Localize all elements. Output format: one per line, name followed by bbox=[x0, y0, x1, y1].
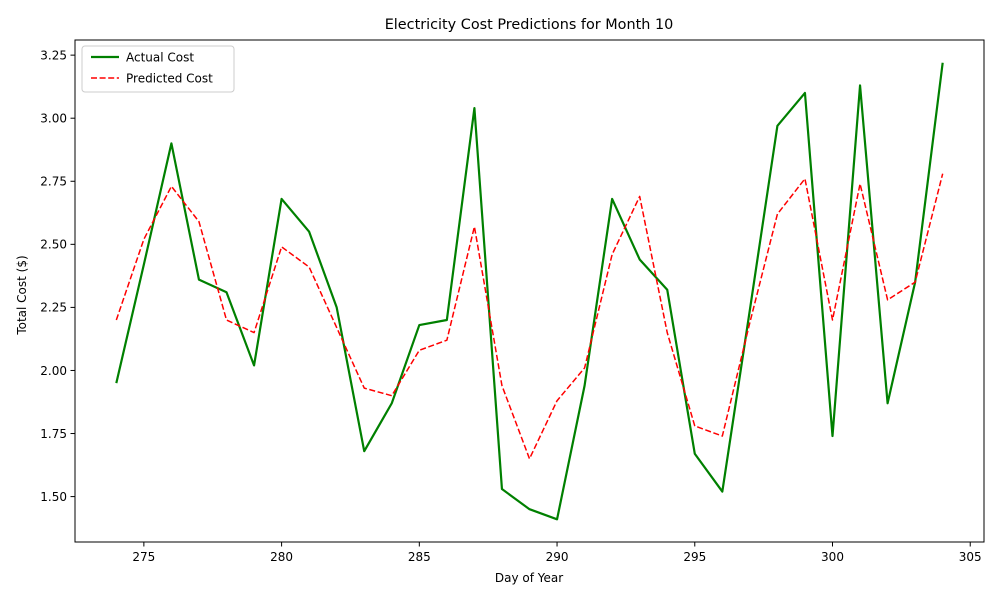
x-tick-label: 295 bbox=[683, 550, 706, 564]
y-tick-label: 3.25 bbox=[40, 48, 67, 62]
y-tick-label: 2.25 bbox=[40, 301, 67, 315]
legend-label: Actual Cost bbox=[126, 50, 194, 64]
x-axis-title: Day of Year bbox=[495, 571, 563, 585]
y-tick-label: 2.00 bbox=[40, 364, 67, 378]
series-line-actual-cost bbox=[115, 62, 944, 521]
legend-box bbox=[81, 45, 235, 93]
y-tick-label: 2.50 bbox=[40, 238, 67, 252]
y-tick-label: 3.00 bbox=[40, 112, 67, 126]
y-tick-label: 1.50 bbox=[40, 490, 67, 504]
x-tick-label: 300 bbox=[821, 550, 844, 564]
x-tick-label: 290 bbox=[546, 550, 569, 564]
chart-title: Electricity Cost Predictions for Month 1… bbox=[385, 17, 674, 33]
x-tick-label: 280 bbox=[270, 550, 293, 564]
legend: Actual Cost Predicted Cost bbox=[81, 45, 235, 93]
plot-area: 275 280 285 290 295 300 305 1.50 1.75 2.00 2.25 2.5… bbox=[40, 39, 985, 564]
y-tick-label: 1.75 bbox=[40, 427, 67, 441]
x-tick-label: 305 bbox=[959, 550, 982, 564]
x-tick-label: 285 bbox=[408, 550, 431, 564]
y-axis-title: Total Cost ($) bbox=[15, 255, 29, 335]
series-line-predicted-cost bbox=[115, 173, 944, 460]
y-tick-label: 2.75 bbox=[40, 175, 67, 189]
axes-frame bbox=[74, 39, 985, 543]
legend-label: Predicted Cost bbox=[126, 71, 213, 85]
x-tick-label: 275 bbox=[132, 550, 155, 564]
